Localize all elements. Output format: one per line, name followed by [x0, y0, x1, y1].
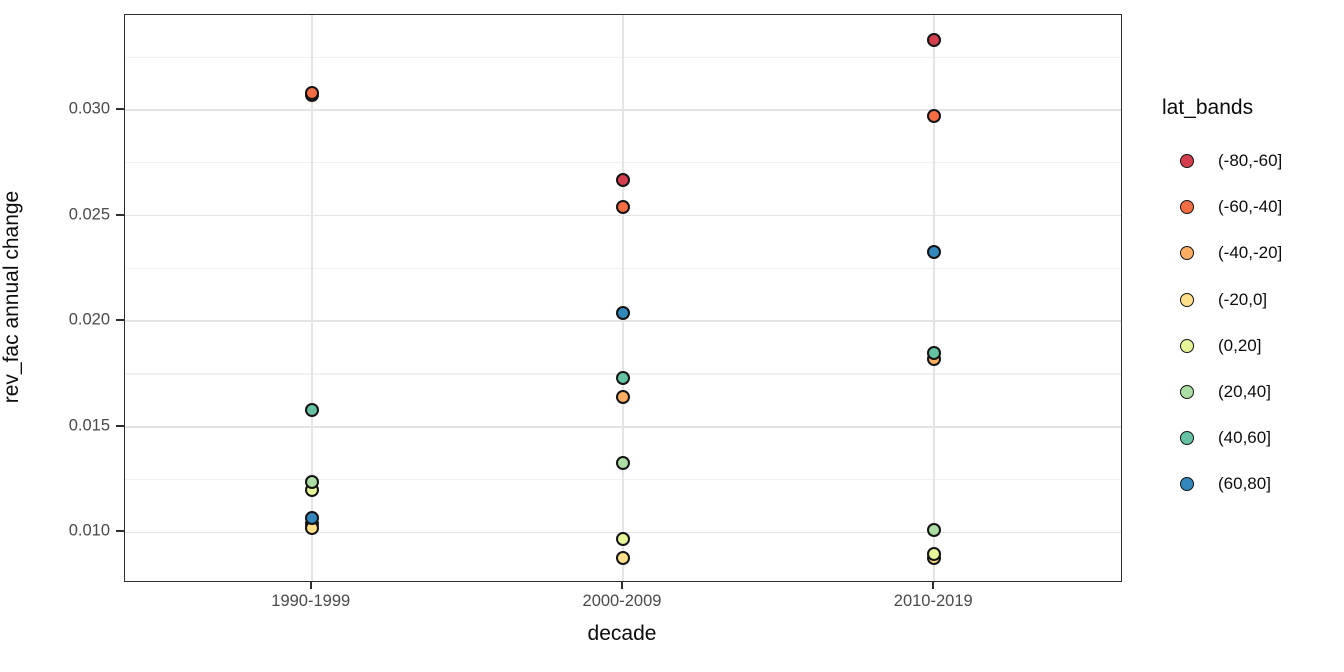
data-point — [616, 550, 630, 565]
x-tick-mark — [621, 581, 623, 589]
data-point — [304, 402, 319, 417]
y-tick-mark — [116, 424, 124, 427]
legend-label: (-20,0] — [1218, 289, 1268, 309]
legend-label: (40,60] — [1218, 428, 1271, 448]
y-tick-label: 0.025 — [68, 205, 110, 224]
legend-label: (0,20] — [1218, 335, 1262, 355]
gridline-vertical — [622, 15, 624, 581]
x-tick-label: 2010-2019 — [893, 592, 973, 610]
x-tick-label: 2000-2009 — [582, 592, 662, 610]
legend-entry: (-80,-60] — [1162, 146, 1282, 176]
data-point — [616, 531, 630, 546]
data-point — [927, 33, 942, 48]
y-tick-mark — [116, 213, 124, 216]
y-tick-mark — [116, 530, 124, 533]
data-point — [616, 390, 630, 405]
data-point — [304, 86, 319, 101]
legend-key-circle — [1180, 246, 1194, 261]
legend-entry: (60,80] — [1162, 469, 1271, 499]
legend-label: (-60,-40] — [1218, 197, 1283, 217]
legend-entry: (20,40] — [1162, 377, 1271, 407]
x-tick-label: 1990-1999 — [271, 592, 351, 610]
plot-panel — [124, 14, 1122, 582]
y-tick-label: 0.015 — [68, 416, 110, 435]
legend-key-circle — [1180, 154, 1194, 168]
x-tick-mark — [309, 581, 312, 589]
data-point — [927, 546, 942, 561]
y-tick-mark — [116, 108, 124, 111]
legend-key-circle — [1180, 200, 1194, 215]
legend: lat_bands (-80,-60] (-60,-40] (-40,-20] (-2… — [1162, 96, 1282, 493]
x-tick-mark — [932, 581, 935, 589]
data-point — [927, 244, 942, 259]
legend-key-circle — [1180, 292, 1194, 307]
data-point — [304, 474, 319, 489]
legend-label: (-80,-60] — [1218, 151, 1283, 170]
legend-label: (60,80] — [1218, 474, 1271, 494]
legend-key-circle — [1180, 431, 1194, 446]
gridline-vertical — [310, 15, 313, 581]
y-tick-label: 0.010 — [68, 521, 110, 540]
data-point — [616, 455, 630, 470]
legend-entry: (-20,0] — [1162, 285, 1267, 315]
data-point — [616, 371, 630, 386]
legend-label: (20,40] — [1218, 382, 1271, 401]
x-axis-title: decade — [587, 622, 657, 645]
legend-entry: (-40,-20] — [1162, 238, 1282, 268]
data-point — [927, 109, 942, 124]
data-point — [304, 510, 319, 525]
y-tick-label: 0.030 — [68, 99, 110, 118]
legend-entry: (-60,-40] — [1162, 192, 1282, 222]
legend-title: lat_bands — [1162, 96, 1254, 119]
data-point — [616, 305, 630, 320]
y-tick-label: 0.020 — [68, 310, 110, 329]
legend-entry: (40,60] — [1162, 423, 1271, 453]
data-point — [616, 200, 630, 215]
legend-label: (-40,-20] — [1218, 243, 1283, 263]
data-point — [927, 523, 942, 538]
legend-key-circle — [1180, 477, 1194, 492]
data-point — [927, 345, 942, 360]
gridline-vertical — [933, 15, 936, 581]
legend-key-circle — [1180, 338, 1194, 353]
data-point — [616, 172, 630, 187]
y-tick-mark — [116, 319, 124, 322]
legend-entry: (0,20] — [1162, 331, 1261, 361]
legend-key-circle — [1180, 385, 1194, 399]
